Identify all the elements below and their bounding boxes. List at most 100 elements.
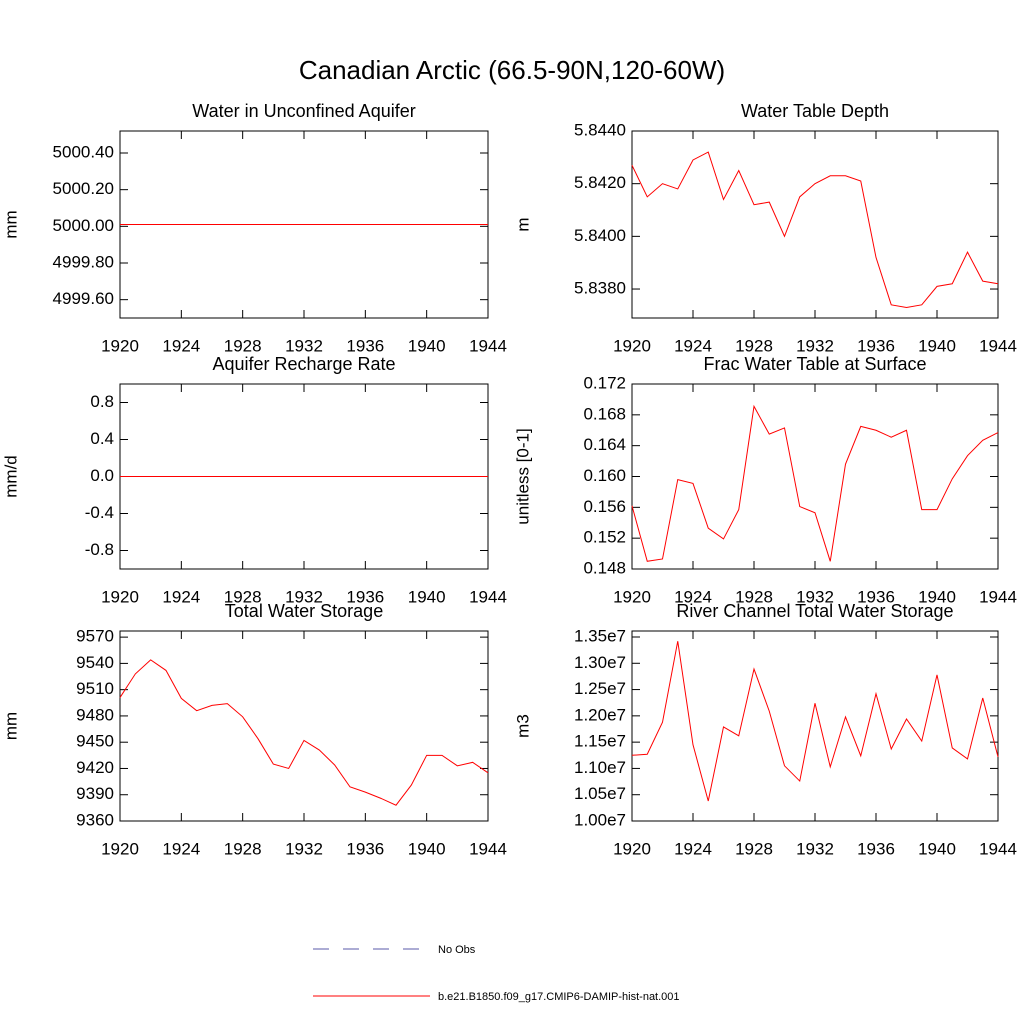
y-tick-label: -0.4 [85,503,114,522]
x-tick-label: 1936 [857,587,895,606]
x-tick-label: 1940 [408,839,446,858]
legend-label: b.e21.B1850.f09_g17.CMIP6-DAMIP-hist-nat… [438,991,680,1003]
data-line [631,641,999,802]
y-tick-label: 5000.00 [53,216,114,235]
y-tick-label: 9480 [76,705,114,724]
x-tick-label: 1924 [674,336,712,355]
plot-frame [631,130,999,319]
x-tick-label: 1928 [735,587,773,606]
x-tick-label: 1920 [101,587,139,606]
y-tick-label: 1.15e7 [574,732,626,751]
panel-title: Water in Unconfined Aquifer [192,101,415,121]
x-tick-label: 1932 [796,587,834,606]
x-tick-label: 1936 [857,336,895,355]
x-tick-label: 1944 [979,587,1017,606]
figure-title: Canadian Arctic (66.5-90N,120-60W) [299,55,725,85]
y-tick-label: 9390 [76,784,114,803]
plot-frame [631,630,999,822]
plot-frame [631,383,999,570]
x-tick-label: 1944 [469,587,507,606]
panel-title: River Channel Total Water Storage [676,601,953,621]
x-tick-label: 1924 [674,839,712,858]
x-tick-label: 1920 [613,587,651,606]
y-axis-label: mm [1,712,20,740]
panel-title: Aquifer Recharge Rate [212,354,395,374]
y-tick-label: 5.8440 [574,120,626,139]
x-tick-label: 1936 [346,587,384,606]
y-axis-label: mm/d [1,455,20,498]
y-tick-label: 9570 [76,627,114,646]
x-tick-label: 1944 [469,336,507,355]
x-tick-label: 1920 [101,336,139,355]
x-tick-label: 1932 [285,839,323,858]
x-tick-label: 1928 [224,336,262,355]
x-tick-label: 1924 [162,587,200,606]
y-tick-label: 9360 [76,810,114,829]
x-tick-label: 1920 [101,839,139,858]
y-tick-label: 1.00e7 [574,810,626,829]
y-tick-label: 5.8420 [574,173,626,192]
y-tick-label: 9540 [76,653,114,672]
y-tick-label: 1.20e7 [574,705,626,724]
y-tick-label: 9450 [76,732,114,751]
y-tick-label: 0.4 [90,429,114,448]
x-tick-label: 1940 [408,336,446,355]
data-line [119,659,489,806]
y-tick-label: 5.8380 [574,279,626,298]
panel-title: Total Water Storage [225,601,383,621]
y-tick-label: 1.35e7 [574,626,626,645]
x-tick-label: 1928 [224,587,262,606]
y-tick-label: 1.05e7 [574,784,626,803]
y-tick-label: 1.30e7 [574,653,626,672]
y-tick-label: 0.148 [583,558,626,577]
x-tick-label: 1940 [918,587,956,606]
x-tick-label: 1928 [735,839,773,858]
x-tick-label: 1944 [979,336,1017,355]
y-tick-label: 0.168 [583,404,626,423]
data-line [631,404,999,562]
y-tick-label: 5000.40 [53,142,114,161]
y-tick-label: 9510 [76,679,114,698]
x-tick-label: 1936 [346,336,384,355]
y-tick-label: 0.172 [583,373,626,392]
x-tick-label: 1936 [346,839,384,858]
y-tick-label: 4999.60 [53,289,114,308]
data-line [631,151,999,308]
y-tick-label: 5.8400 [574,226,626,245]
plot-frame [119,630,489,822]
x-tick-label: 1940 [918,839,956,858]
y-tick-label: -0.8 [85,540,114,559]
legend-label: No Obs [438,944,476,956]
y-tick-label: 0.0 [90,466,114,485]
x-tick-label: 1932 [796,336,834,355]
x-tick-label: 1920 [613,336,651,355]
x-tick-label: 1936 [857,839,895,858]
x-tick-label: 1940 [918,336,956,355]
y-tick-label: 0.152 [583,528,626,547]
y-tick-label: 0.8 [90,392,114,411]
x-tick-label: 1928 [735,336,773,355]
y-tick-label: 4999.80 [53,252,114,271]
y-axis-label: m3 [513,714,532,738]
x-tick-label: 1944 [979,839,1017,858]
y-tick-label: 0.156 [583,497,626,516]
x-tick-label: 1924 [674,587,712,606]
x-tick-label: 1924 [162,336,200,355]
x-tick-label: 1932 [796,839,834,858]
y-tick-label: 1.10e7 [574,758,626,777]
panel-title: Frac Water Table at Surface [703,354,926,374]
y-axis-label: unitless [0-1] [513,428,532,524]
y-tick-label: 0.160 [583,466,626,485]
x-tick-label: 1932 [285,336,323,355]
y-axis-label: mm [1,210,20,238]
y-tick-label: 9420 [76,758,114,777]
x-tick-label: 1920 [613,839,651,858]
y-axis-label: m [513,217,532,231]
panel-title: Water Table Depth [741,101,889,121]
x-tick-label: 1932 [285,587,323,606]
y-tick-label: 1.25e7 [574,679,626,698]
x-tick-label: 1924 [162,839,200,858]
y-tick-label: 5000.20 [53,179,114,198]
x-tick-label: 1940 [408,587,446,606]
